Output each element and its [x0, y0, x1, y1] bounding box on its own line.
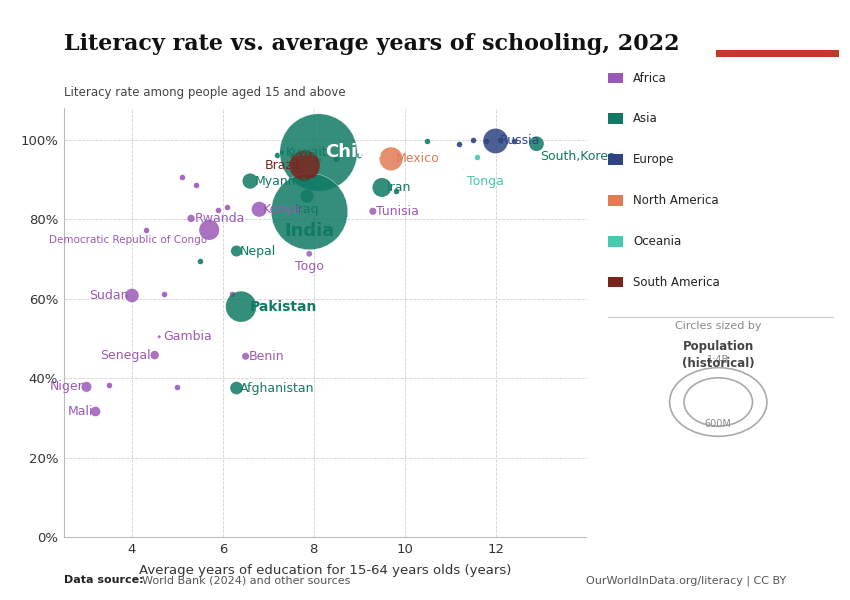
Point [102, 380, 116, 390]
Point [193, 256, 207, 266]
Point [300, 191, 314, 201]
Text: Pakistan: Pakistan [250, 299, 318, 314]
Text: Oceania: Oceania [633, 235, 682, 248]
Text: Togo: Togo [295, 260, 324, 273]
Point [466, 136, 479, 145]
Text: China: China [325, 143, 382, 161]
Text: Data source:: Data source: [64, 575, 144, 585]
Point [507, 137, 520, 146]
Point [479, 136, 493, 145]
Text: Mali: Mali [67, 405, 93, 418]
Point [353, 151, 366, 160]
Point [275, 148, 289, 157]
Point [452, 139, 466, 149]
Point [388, 186, 402, 196]
Point [184, 214, 198, 223]
Text: Nepal: Nepal [240, 245, 276, 257]
Point [457, 164, 471, 173]
Point [202, 225, 216, 235]
Text: Senegal: Senegal [100, 349, 151, 362]
Point [239, 352, 252, 361]
Point [125, 290, 139, 300]
Point [88, 407, 102, 416]
Text: Literacy rate vs. average years of schooling, 2022: Literacy rate vs. average years of schoo… [64, 33, 679, 55]
Point [230, 383, 243, 393]
Point [230, 246, 243, 256]
Point [284, 150, 298, 160]
Point [225, 289, 239, 299]
Text: Sudan: Sudan [88, 289, 128, 302]
Text: Kuwait: Kuwait [286, 146, 327, 159]
Text: Niger: Niger [50, 380, 84, 394]
Text: 600M: 600M [705, 419, 732, 429]
Text: (historical): (historical) [682, 356, 755, 370]
Point [375, 182, 388, 192]
Point [530, 139, 543, 149]
Text: Gambia: Gambia [163, 331, 212, 343]
Point [384, 154, 398, 164]
Point [270, 151, 284, 160]
Point [175, 172, 189, 182]
Point [157, 289, 171, 299]
Point [311, 155, 325, 165]
Point [471, 152, 484, 162]
Point [243, 176, 257, 186]
Text: North America: North America [633, 194, 719, 207]
Point [252, 205, 266, 214]
Text: Africa: Africa [633, 71, 667, 85]
Point [311, 147, 325, 157]
Point [189, 180, 202, 190]
Point [235, 302, 248, 311]
Point [366, 206, 380, 216]
Text: Kenya: Kenya [263, 203, 301, 216]
Text: Iran: Iran [387, 181, 411, 194]
Text: Asia: Asia [633, 112, 658, 125]
Point [303, 249, 316, 259]
Text: Tonga: Tonga [468, 175, 504, 188]
Text: Myanmar: Myanmar [255, 175, 314, 188]
Text: South,Korea: South,Korea [540, 150, 616, 163]
Text: World Bank (2024) and other sources: World Bank (2024) and other sources [142, 575, 350, 585]
Text: Tunisia: Tunisia [377, 205, 419, 218]
Point [330, 154, 343, 164]
Text: 1:4B: 1:4B [707, 355, 729, 365]
Text: Iraq: Iraq [295, 203, 320, 215]
Text: South America: South America [633, 275, 720, 289]
Text: Russia: Russia [500, 134, 541, 148]
Text: Mexico: Mexico [395, 152, 439, 166]
Point [221, 202, 235, 211]
Text: Rwanda: Rwanda [195, 212, 245, 225]
Text: in Data: in Data [753, 31, 802, 44]
Bar [716, 50, 839, 57]
Text: Democratic Republic of Congo: Democratic Republic of Congo [48, 235, 207, 245]
Point [171, 382, 184, 392]
Text: Population: Population [683, 340, 754, 353]
Point [493, 136, 507, 145]
Point [489, 136, 502, 146]
Point [303, 206, 316, 216]
Text: India: India [284, 222, 334, 240]
Text: Literacy rate among people aged 15 and above: Literacy rate among people aged 15 and a… [64, 86, 345, 99]
Point [298, 161, 311, 170]
Point [152, 332, 166, 341]
Text: Benin: Benin [249, 350, 285, 363]
Point [139, 226, 152, 235]
Text: Europe: Europe [633, 153, 675, 166]
Point [421, 136, 434, 145]
Point [148, 350, 162, 360]
Text: OurWorldInData.org/literacy | CC BY: OurWorldInData.org/literacy | CC BY [586, 575, 786, 586]
Text: Circles sized by: Circles sized by [675, 321, 762, 331]
X-axis label: Average years of education for 15-64 years olds (years): Average years of education for 15-64 yea… [139, 564, 512, 577]
Text: Brazil: Brazil [265, 159, 300, 172]
Point [212, 206, 225, 215]
Text: Afghanistan: Afghanistan [240, 382, 314, 395]
Point [80, 382, 94, 392]
Text: Our World: Our World [744, 15, 811, 28]
